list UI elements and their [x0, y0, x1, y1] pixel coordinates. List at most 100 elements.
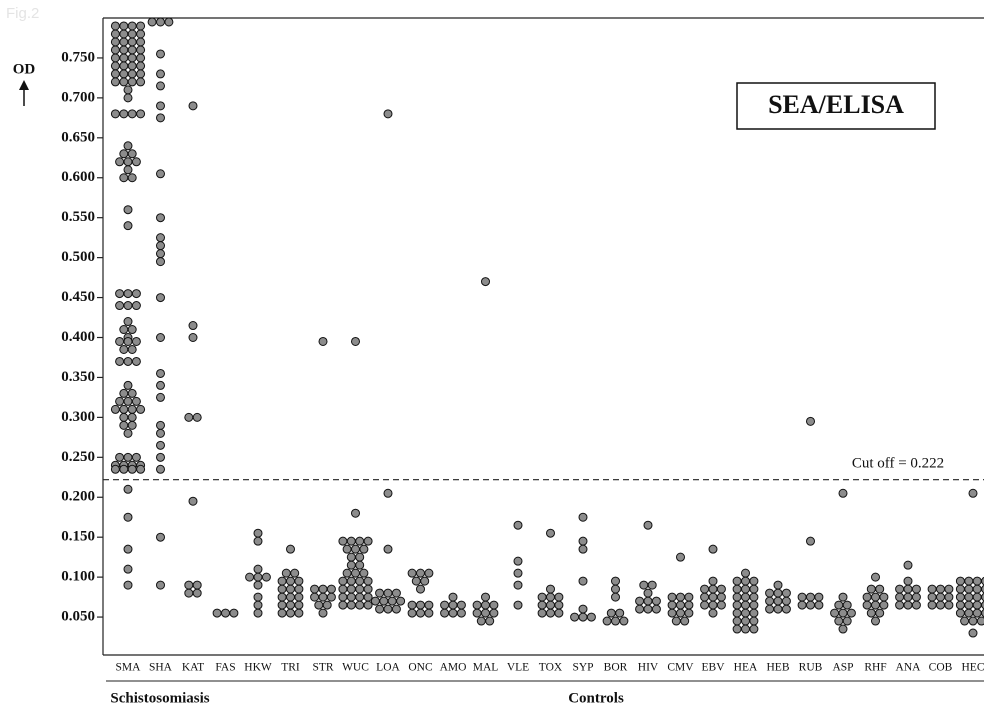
dot: [119, 149, 129, 159]
dot: [732, 592, 742, 602]
dot: [586, 612, 596, 622]
dot: [749, 600, 759, 610]
dot: [322, 600, 332, 610]
dot: [981, 608, 984, 618]
dot: [351, 544, 360, 554]
x-tick-label: SHA: [149, 662, 173, 674]
dot: [546, 592, 555, 602]
dot: [338, 584, 348, 594]
dot: [846, 608, 856, 618]
dot: [578, 544, 588, 554]
dot: [964, 592, 974, 602]
dot: [895, 584, 905, 594]
y-arrow-head: [19, 80, 29, 90]
dot: [318, 336, 328, 346]
x-tick-label: SYP: [572, 662, 593, 674]
dot: [781, 596, 791, 606]
dot: [127, 325, 137, 335]
dot: [123, 564, 133, 574]
x-tick-label: ASP: [832, 662, 853, 674]
dot: [481, 600, 490, 610]
dot: [156, 428, 165, 438]
dot: [156, 101, 165, 111]
dot: [294, 592, 304, 602]
dot: [944, 592, 954, 602]
dot: [955, 584, 965, 594]
dot: [115, 289, 125, 299]
dot: [277, 608, 287, 618]
dot: [127, 37, 137, 47]
dot: [318, 592, 328, 602]
dot: [253, 600, 263, 610]
dot: [115, 452, 125, 462]
dot: [342, 544, 352, 554]
dot: [156, 113, 165, 123]
dots: [110, 17, 984, 638]
dot: [119, 29, 129, 39]
dot: [110, 45, 120, 55]
dot: [110, 69, 120, 79]
dot: [797, 600, 807, 610]
dot: [338, 600, 348, 610]
dot: [363, 576, 373, 586]
dot: [416, 608, 425, 618]
dot: [363, 536, 373, 546]
dot: [741, 624, 750, 634]
dot: [871, 600, 880, 610]
dot: [355, 600, 365, 610]
x-tick-label: HKW: [244, 662, 272, 674]
dot: [741, 576, 750, 586]
dot: [342, 568, 352, 578]
dot: [277, 576, 287, 586]
dot: [708, 600, 718, 610]
dot: [716, 600, 726, 610]
dot: [156, 440, 165, 450]
dot: [115, 301, 125, 311]
dot: [123, 93, 133, 103]
dot: [286, 584, 295, 594]
dot: [619, 616, 629, 626]
dot: [643, 520, 653, 530]
dot: [156, 169, 165, 179]
dot: [838, 624, 848, 634]
y-tick-label: 0.250: [61, 449, 95, 465]
dot: [286, 608, 295, 618]
dot: [936, 600, 945, 610]
dot: [346, 552, 356, 562]
dot: [127, 344, 137, 354]
dot: [119, 464, 129, 474]
dot: [472, 608, 482, 618]
dot: [379, 596, 389, 606]
y-tick-label: 0.200: [61, 489, 95, 505]
dot: [110, 37, 120, 47]
dot: [416, 584, 425, 594]
x-tick-label: LOA: [376, 662, 400, 674]
dot: [351, 508, 360, 518]
dot: [842, 616, 852, 626]
dot: [684, 592, 694, 602]
dot: [424, 608, 434, 618]
dot: [708, 584, 718, 594]
dot: [363, 600, 373, 610]
dot: [765, 596, 775, 606]
dot: [119, 69, 129, 79]
x-tick-label: RHF: [864, 662, 886, 674]
dot: [554, 600, 564, 610]
dot: [830, 608, 840, 618]
dot: [123, 396, 133, 406]
figure-label: Fig.2: [6, 5, 39, 22]
dot: [156, 233, 165, 243]
dot: [635, 596, 645, 606]
dot: [407, 608, 417, 618]
dot: [156, 257, 165, 267]
x-tick-label: ONC: [408, 662, 433, 674]
dot: [732, 616, 742, 626]
dot: [866, 584, 876, 594]
dot: [732, 584, 742, 594]
dot: [110, 77, 120, 87]
dot: [156, 392, 165, 402]
dot: [286, 544, 295, 554]
dot: [110, 61, 120, 71]
dot: [110, 404, 120, 414]
